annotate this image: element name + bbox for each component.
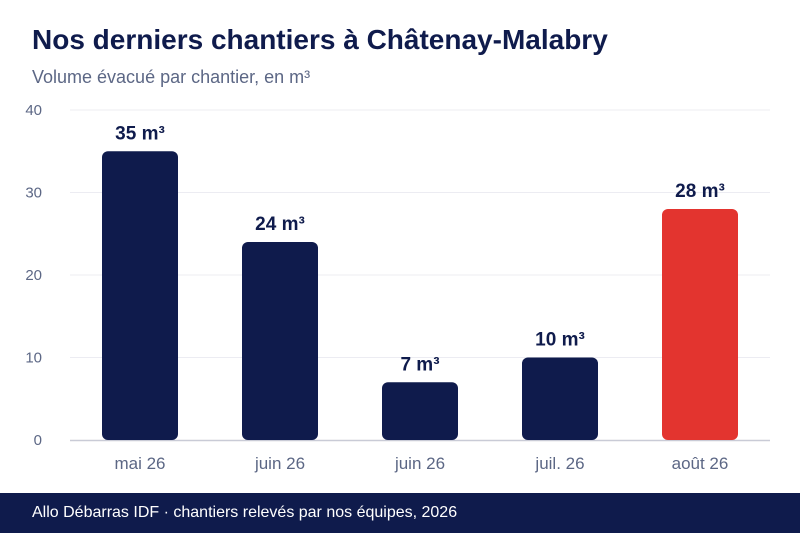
bar-value-label: 28 m³ [675,181,725,202]
footer-source-text: Allo Débarras IDF · chantiers relevés pa… [32,504,458,521]
x-tick-label: juin 26 [394,454,445,473]
bar [522,357,598,440]
y-tick-label: 20 [25,267,42,284]
y-tick-label: 30 [25,185,42,202]
x-tick-label: août 26 [672,454,729,473]
bar [102,151,178,440]
bar [242,242,318,440]
bar [382,382,458,440]
bar-value-label: 35 m³ [115,123,165,144]
bar-value-label: 10 m³ [535,330,585,351]
chart-title: Nos derniers chantiers à Châtenay-Malabr… [32,24,608,55]
bar-chart: 0 10 20 30 40 35 m³ mai 26 24 m³ juin 26 7 m³ juin… [25,102,770,473]
x-tick-label: juin 26 [254,454,305,473]
bar [662,209,738,440]
y-tick-label: 40 [25,102,42,119]
footer-bar: Allo Débarras IDF · chantiers relevés pa… [0,493,800,533]
x-tick-label: juil. 26 [534,454,584,473]
x-tick-label: mai 26 [114,454,165,473]
chart-subtitle: Volume évacué par chantier, en m³ [32,67,311,87]
bar-value-label: 24 m³ [255,214,305,235]
y-tick-label: 0 [34,432,42,449]
y-tick-label: 10 [25,350,42,367]
bar-value-label: 7 m³ [400,354,439,375]
